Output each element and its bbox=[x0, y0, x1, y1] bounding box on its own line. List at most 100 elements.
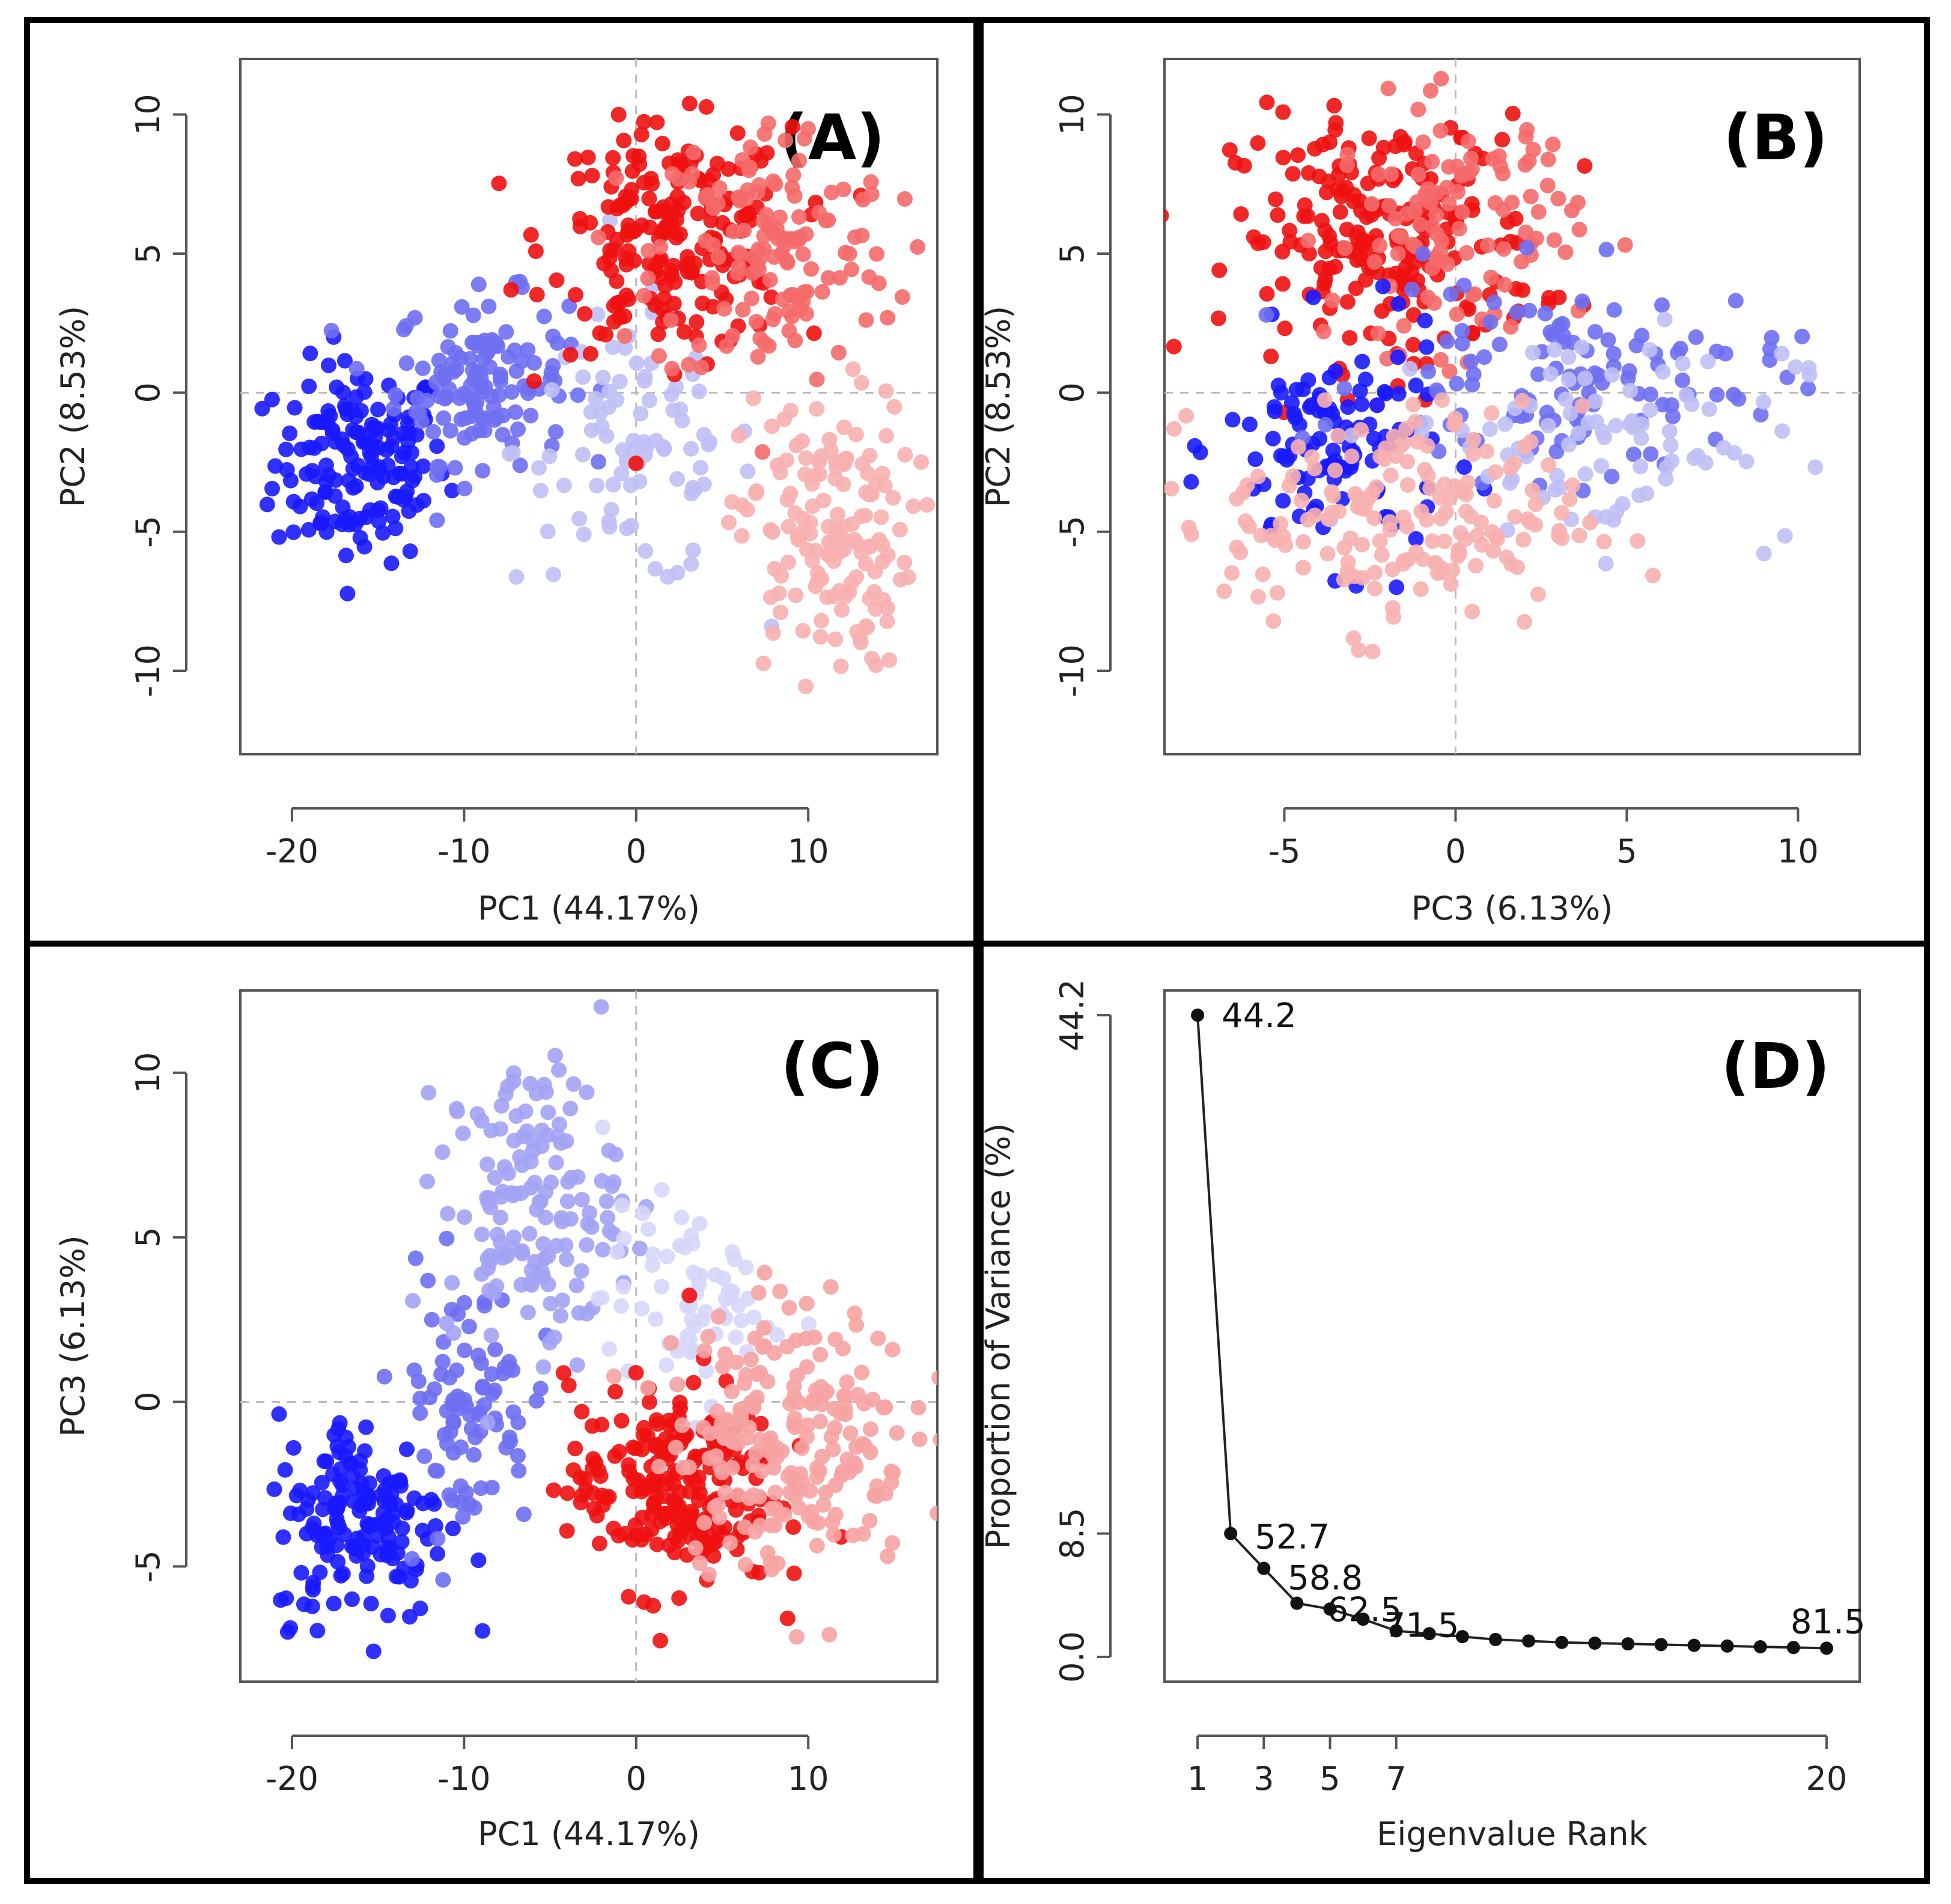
data-point bbox=[475, 463, 491, 479]
data-point bbox=[601, 1341, 617, 1357]
data-point bbox=[450, 1306, 466, 1322]
data-point bbox=[1720, 1639, 1734, 1653]
data-point bbox=[386, 1474, 402, 1491]
data-point bbox=[638, 543, 654, 559]
data-point bbox=[1661, 423, 1678, 439]
x-tick-label: 20 bbox=[1806, 1760, 1848, 1798]
data-point bbox=[696, 1343, 713, 1359]
data-point bbox=[547, 1048, 563, 1064]
data-point bbox=[278, 1590, 294, 1606]
data-point bbox=[755, 1339, 771, 1355]
data-point bbox=[625, 433, 642, 448]
data-point bbox=[735, 302, 751, 318]
data-point bbox=[1621, 363, 1637, 379]
data-point bbox=[838, 245, 854, 261]
data-point bbox=[575, 369, 591, 385]
data-point bbox=[301, 378, 317, 394]
data-point bbox=[1560, 436, 1577, 453]
data-point bbox=[466, 1500, 482, 1516]
data-point bbox=[1250, 135, 1266, 151]
data-point bbox=[794, 1440, 810, 1456]
data-point bbox=[1393, 229, 1409, 245]
data-point bbox=[752, 1432, 767, 1448]
x-tick-label: 0 bbox=[1445, 832, 1466, 870]
data-point bbox=[327, 488, 343, 504]
data-point bbox=[833, 535, 849, 551]
data-point bbox=[601, 519, 618, 535]
data-point bbox=[645, 1246, 662, 1263]
data-point bbox=[847, 229, 863, 245]
data-point bbox=[762, 589, 779, 605]
data-point bbox=[1398, 260, 1414, 276]
data-point bbox=[496, 1359, 513, 1376]
data-point bbox=[608, 170, 624, 186]
data-point bbox=[1547, 481, 1563, 498]
data-point bbox=[420, 1272, 436, 1289]
data-point bbox=[1454, 335, 1470, 352]
data-point bbox=[345, 461, 361, 477]
data-point bbox=[610, 1528, 627, 1544]
data-point bbox=[691, 383, 707, 400]
data-point bbox=[1295, 560, 1311, 576]
data-point bbox=[1390, 349, 1406, 365]
data-point bbox=[1327, 462, 1343, 478]
data-point bbox=[1437, 533, 1453, 549]
data-point bbox=[636, 1594, 652, 1610]
data-point bbox=[788, 587, 804, 603]
data-point bbox=[810, 1515, 826, 1531]
data-point bbox=[736, 222, 752, 239]
data-point bbox=[1466, 366, 1482, 382]
data-point bbox=[821, 432, 838, 448]
data-point bbox=[800, 121, 816, 137]
data-point bbox=[1519, 240, 1535, 256]
data-point bbox=[786, 1565, 802, 1581]
x-tick-label: 7 bbox=[1386, 1760, 1406, 1798]
data-point bbox=[1788, 359, 1804, 375]
data-point bbox=[1366, 564, 1383, 581]
data-point bbox=[1678, 387, 1694, 403]
data-point bbox=[564, 1170, 579, 1186]
data-point bbox=[571, 511, 587, 526]
data-point bbox=[652, 270, 668, 286]
data-point bbox=[574, 1192, 590, 1207]
data-point bbox=[681, 356, 697, 373]
data-point bbox=[452, 1478, 469, 1494]
data-point bbox=[534, 1122, 550, 1138]
data-point bbox=[439, 1230, 455, 1246]
data-point bbox=[737, 1519, 753, 1535]
data-point bbox=[419, 1173, 436, 1189]
data-point bbox=[1360, 175, 1376, 192]
data-point bbox=[445, 1392, 461, 1408]
data-point bbox=[493, 1245, 509, 1261]
data-point bbox=[824, 185, 839, 201]
data-point bbox=[1709, 343, 1724, 359]
data-point bbox=[394, 1534, 410, 1550]
data-point bbox=[1622, 416, 1638, 432]
data-point bbox=[500, 1078, 516, 1094]
data-point bbox=[622, 477, 639, 493]
data-point bbox=[670, 1533, 686, 1549]
data-point bbox=[541, 448, 558, 465]
data-point bbox=[559, 1523, 575, 1539]
data-point bbox=[669, 471, 685, 487]
data-point bbox=[641, 392, 657, 409]
data-point bbox=[1166, 338, 1182, 355]
data-point bbox=[1655, 397, 1671, 413]
data-point bbox=[439, 1315, 455, 1331]
data-point bbox=[1277, 320, 1293, 337]
data-point bbox=[1517, 614, 1533, 630]
data-point bbox=[488, 335, 504, 351]
data-point bbox=[656, 290, 672, 307]
data-point bbox=[1300, 208, 1316, 224]
data-point bbox=[826, 553, 842, 569]
data-point bbox=[809, 1469, 825, 1485]
data-point bbox=[601, 383, 618, 400]
panel-b: -5 0 5 10 -10 -5 0 5 10 PC3 (6.13%) PC2 (8.53%) (B) bbox=[979, 58, 1861, 927]
marks bbox=[240, 990, 937, 1682]
data-point bbox=[565, 1462, 582, 1478]
data-point bbox=[1336, 380, 1353, 397]
data-point bbox=[1354, 537, 1370, 553]
data-point bbox=[1267, 403, 1283, 420]
data-point bbox=[319, 1539, 335, 1555]
data-point bbox=[647, 1438, 663, 1454]
